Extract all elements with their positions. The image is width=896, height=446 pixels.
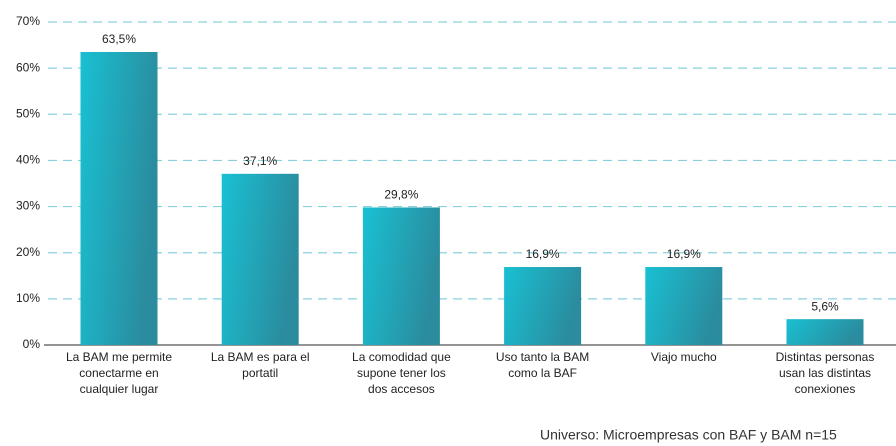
x-tick-label: Distintas personas bbox=[776, 350, 875, 364]
x-tick-label: como la BAF bbox=[508, 366, 577, 380]
value-label: 5,6% bbox=[811, 299, 839, 313]
footnote: Universo: Microempresas con BAF y BAM n=… bbox=[540, 427, 837, 443]
y-tick-label: 40% bbox=[16, 153, 40, 167]
y-tick-label: 70% bbox=[16, 14, 40, 28]
x-tick-label: dos accesos bbox=[368, 382, 435, 396]
bar bbox=[362, 207, 440, 345]
x-tick-label: conectarme en bbox=[79, 366, 158, 380]
x-tick-label: La BAM es para el bbox=[211, 350, 310, 364]
x-tick-label: usan las distintas bbox=[779, 366, 871, 380]
value-label: 16,9% bbox=[526, 247, 560, 261]
value-label: 29,8% bbox=[384, 188, 418, 202]
y-tick-label: 60% bbox=[16, 60, 40, 74]
x-tick-label: Uso tanto la BAM bbox=[496, 350, 589, 364]
x-tick-label: conexiones bbox=[795, 382, 856, 396]
x-tick-label: cualquier lugar bbox=[80, 382, 159, 396]
value-label: 63,5% bbox=[102, 32, 136, 46]
y-tick-label: 30% bbox=[16, 199, 40, 213]
bar bbox=[504, 267, 582, 345]
y-tick-label: 10% bbox=[16, 291, 40, 305]
value-label: 16,9% bbox=[667, 247, 701, 261]
bar bbox=[221, 173, 299, 345]
x-tick-label: Viajo mucho bbox=[651, 350, 717, 364]
bar bbox=[80, 51, 158, 345]
x-tick-label: portatil bbox=[242, 366, 278, 380]
y-tick-label: 0% bbox=[23, 337, 41, 351]
x-tick-label: supone tener los bbox=[357, 366, 446, 380]
x-tick-label: La BAM me permite bbox=[66, 350, 172, 364]
y-tick-label: 20% bbox=[16, 245, 40, 259]
x-tick-label: La comodidad que bbox=[352, 350, 451, 364]
y-tick-label: 50% bbox=[16, 106, 40, 120]
value-label: 37,1% bbox=[243, 154, 277, 168]
bar bbox=[786, 319, 864, 345]
bar bbox=[645, 267, 723, 345]
